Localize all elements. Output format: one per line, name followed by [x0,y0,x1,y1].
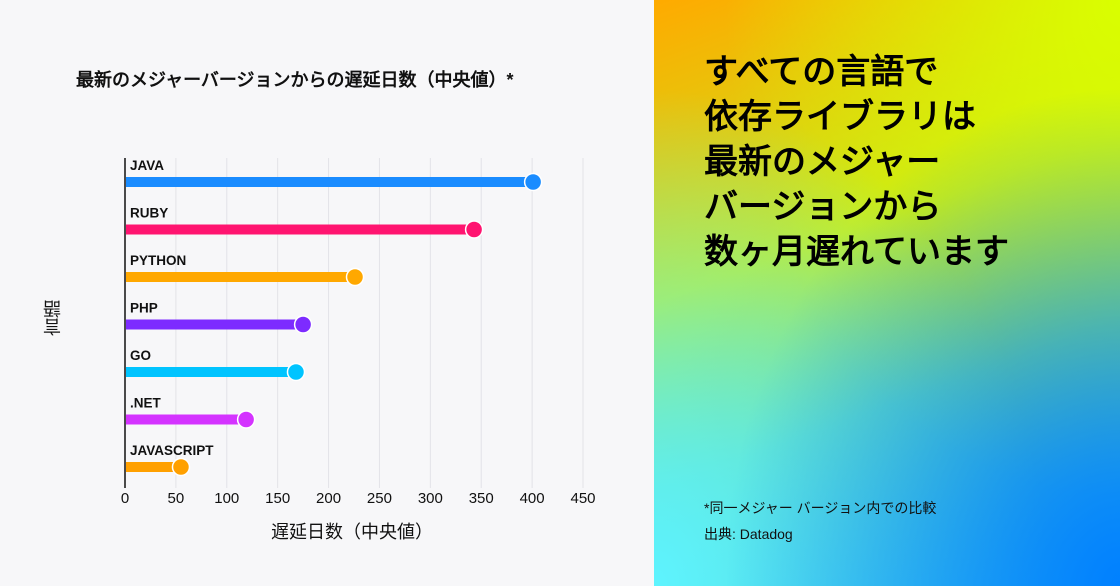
bar [126,177,534,187]
bar-end-dot [345,267,365,287]
bar [126,224,475,235]
bar-end-dot [171,457,191,477]
category-label: RUBY [130,206,168,221]
footnote: *同一メジャー バージョン内での比較 [704,500,937,516]
source: 出典: Datadog [704,526,793,542]
x-tick-label: 100 [214,490,239,507]
bar-end-dot [286,362,306,382]
x-tick-label: 400 [520,490,545,507]
bar-end-dot [293,315,313,334]
x-tick-label: 200 [316,490,341,507]
chart-panel [0,0,654,586]
lollipop-chart: 0 50 100 150 200 250 300 350 400 450 JAVA RUBY PYTHO… [121,158,596,507]
bar [126,414,247,425]
bar-end-dot [464,220,484,239]
x-tick-label: 50 [168,490,185,507]
bar [126,462,181,472]
category-label: PYTHON [130,253,186,268]
x-tick-label: 450 [570,490,595,507]
bar [126,272,356,282]
chart-title: 最新のメジャーバージョンからの遅延日数（中央値）* [76,70,514,90]
category-label: JAVA [130,158,164,173]
headline-panel [654,0,1120,586]
category-label: GO [130,348,151,363]
x-tick-label: 0 [121,490,129,507]
bar-end-dot [523,172,543,192]
category-label: PHP [130,301,158,316]
x-axis-label: 遅延日数（中央値） [271,522,433,542]
x-tick-label: 150 [265,490,290,507]
x-tick-label: 350 [469,490,494,507]
x-tick-label: 250 [367,490,392,507]
bar [126,367,296,377]
headline: すべての言語で 依存ライブラリは 最新のメジャー バージョンから 数ヶ月遅れてい… [704,53,1009,271]
category-label: .NET [130,396,162,411]
bar [126,319,304,330]
category-label: JAVASCRIPT [130,443,214,458]
bar-end-dot [236,410,256,429]
x-tick-label: 300 [418,490,443,507]
